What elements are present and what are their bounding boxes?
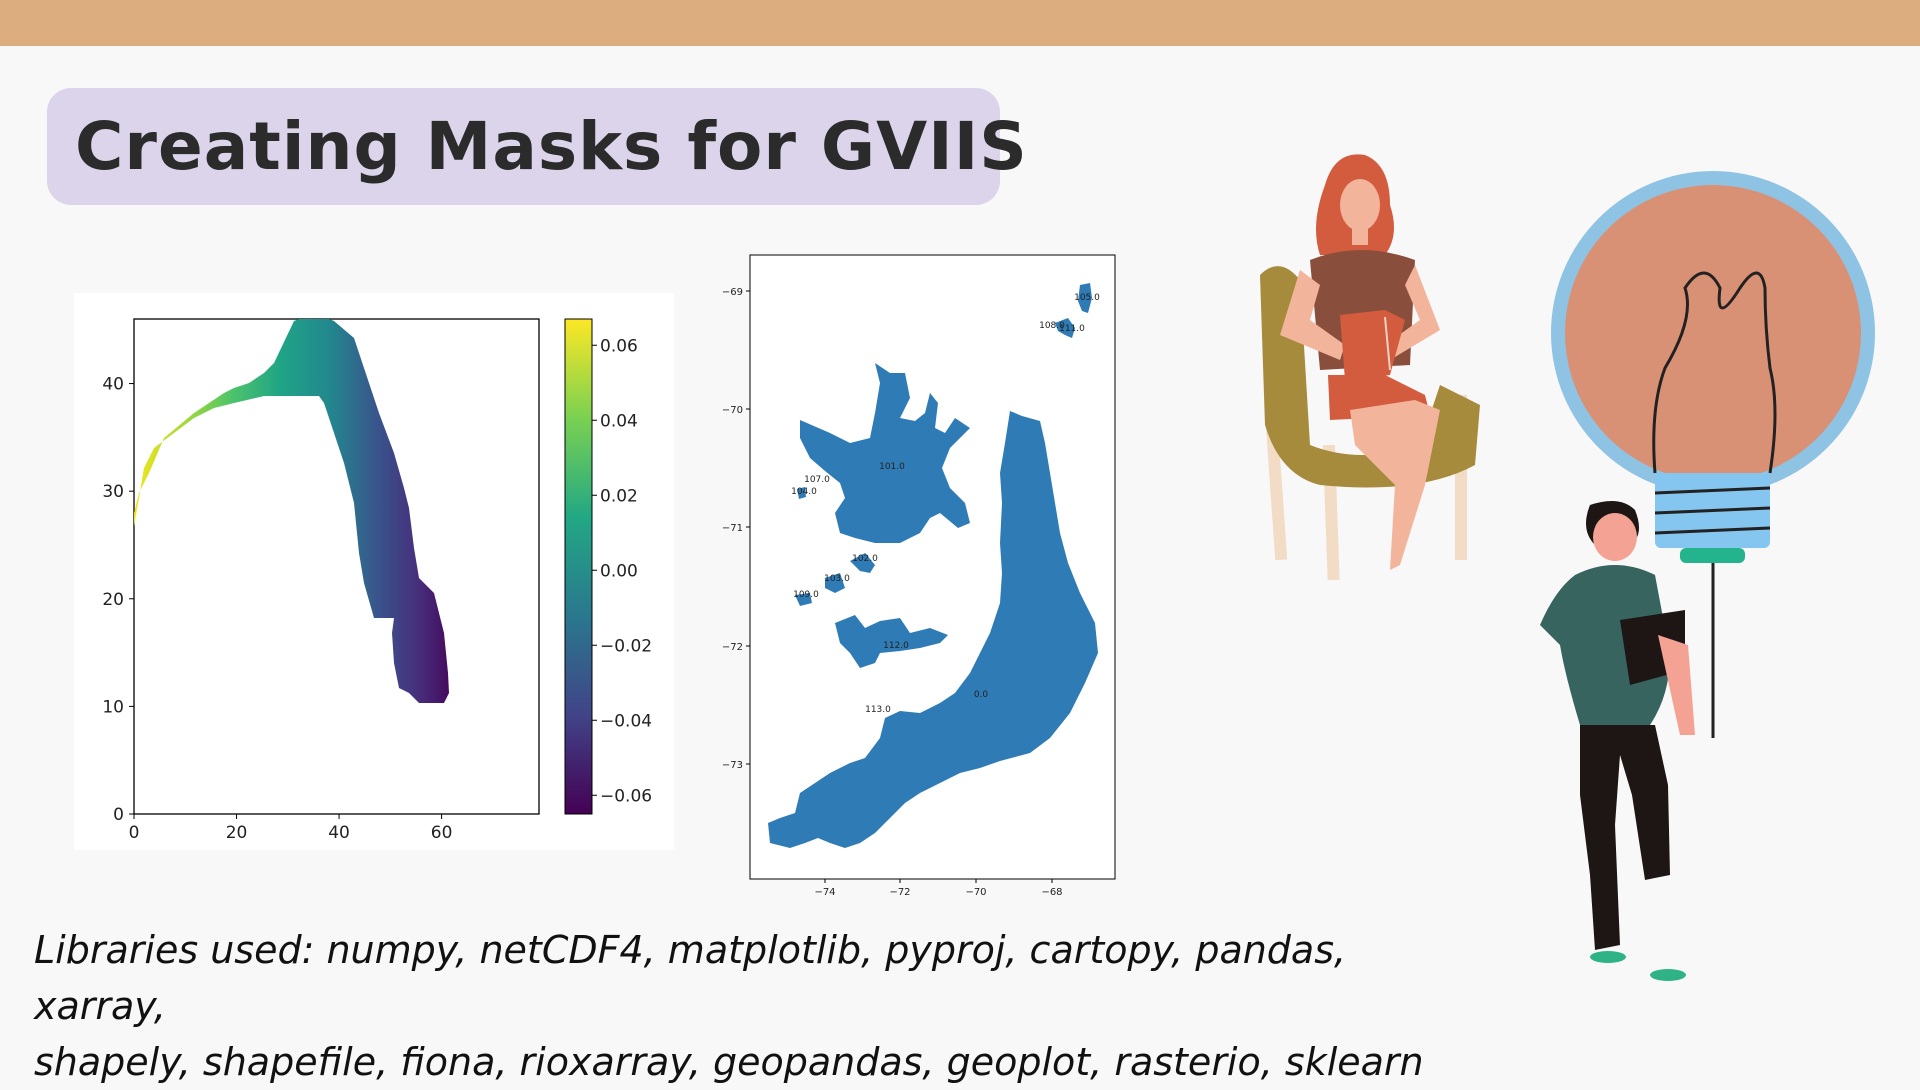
- title-background: [47, 88, 1000, 205]
- map-island-103: [825, 573, 845, 593]
- map-region-label: 104.0: [791, 487, 817, 497]
- map-island-105: [1078, 283, 1092, 313]
- colorbar-tick-label: −0.02: [600, 636, 652, 656]
- x-tick-label: 60: [431, 823, 453, 843]
- y-tick-label: 40: [102, 375, 124, 395]
- y-tick-label: 30: [102, 482, 124, 502]
- map-chart-panel: 105.0 108.0 111.0 101.0 107.0 104.0 102.0 103.0…: [700, 243, 1130, 898]
- map-region-label: 107.0: [804, 475, 830, 485]
- map-y-tick-label: −69: [722, 287, 743, 298]
- map-region-label: 101.0: [879, 462, 905, 472]
- map-landmass-main: [768, 411, 1098, 848]
- map-y-tick-label: −73: [722, 760, 743, 771]
- x-tick-label: 40: [328, 823, 350, 843]
- colorbar-tick-label: 0.06: [600, 336, 638, 356]
- map-y-tick-label: −70: [722, 405, 743, 416]
- map-region-label: 112.0: [883, 641, 909, 651]
- colorbar-tick-label: −0.06: [600, 786, 652, 806]
- map-region-label: 0.0: [974, 690, 989, 700]
- colorbar-tick-label: 0.00: [600, 561, 638, 581]
- map-x-tick-label: −74: [814, 887, 835, 895]
- light-bulb-illustration: [1551, 171, 1875, 738]
- colorbar-tick-label: −0.04: [600, 711, 652, 731]
- y-tick-label: 20: [102, 590, 124, 610]
- map-x-tick-label: −70: [965, 887, 986, 895]
- map-region-label: 102.0: [852, 554, 878, 564]
- reading-woman-illustration: [1260, 154, 1480, 581]
- colorbar: [564, 318, 593, 815]
- map-region-label: 109.0: [793, 590, 819, 600]
- top-banner: [0, 0, 1920, 46]
- map-y-tick-label: −71: [722, 523, 743, 534]
- map-region-label: 111.0: [1059, 324, 1085, 334]
- colorbar-tick-label: 0.02: [600, 486, 638, 506]
- heatmap-chart: 0 20 40 60 0 10 20 30 40 0.06 0.04 0.02 0.00 −0.02 −…: [102, 318, 652, 843]
- map-region-label: 105.0: [1074, 293, 1100, 303]
- x-tick-label: 20: [226, 823, 248, 843]
- map-region-label: 108.0: [1039, 321, 1065, 331]
- map-y-tick-label: −72: [722, 642, 743, 653]
- map-polygons: [768, 283, 1098, 848]
- map-x-tick-label: −68: [1041, 887, 1062, 895]
- map-landmass-101: [800, 363, 970, 543]
- slide-title: Creating Masks for GVIIS: [75, 108, 1028, 185]
- map-island-102: [850, 553, 875, 573]
- map-x-tick-label: −72: [889, 887, 910, 895]
- map-region-label: 113.0: [865, 705, 891, 715]
- map-island-104: [797, 487, 806, 499]
- heatmap-chart-panel: 0 20 40 60 0 10 20 30 40 0.06 0.04 0.02 0.00 −0.02 −…: [74, 293, 674, 850]
- map-island-112: [835, 615, 948, 668]
- reading-man-illustration: [1540, 501, 1695, 981]
- y-tick-label: 10: [102, 697, 124, 717]
- x-tick-label: 0: [129, 823, 140, 843]
- libraries-caption: Libraries used: numpy, netCDF4, matplotl…: [34, 922, 1434, 1090]
- colorbar-tick-label: 0.04: [600, 411, 638, 431]
- map-island-109: [795, 593, 812, 606]
- y-tick-label: 0: [113, 805, 124, 825]
- map-region-label: 103.0: [824, 574, 850, 584]
- map-island-111: [1055, 318, 1075, 338]
- caption-line-2: shapely, shapefile, fiona, rioxarray, ge…: [34, 1040, 1424, 1084]
- caption-line-1: Libraries used: numpy, netCDF4, matplotl…: [34, 928, 1347, 1028]
